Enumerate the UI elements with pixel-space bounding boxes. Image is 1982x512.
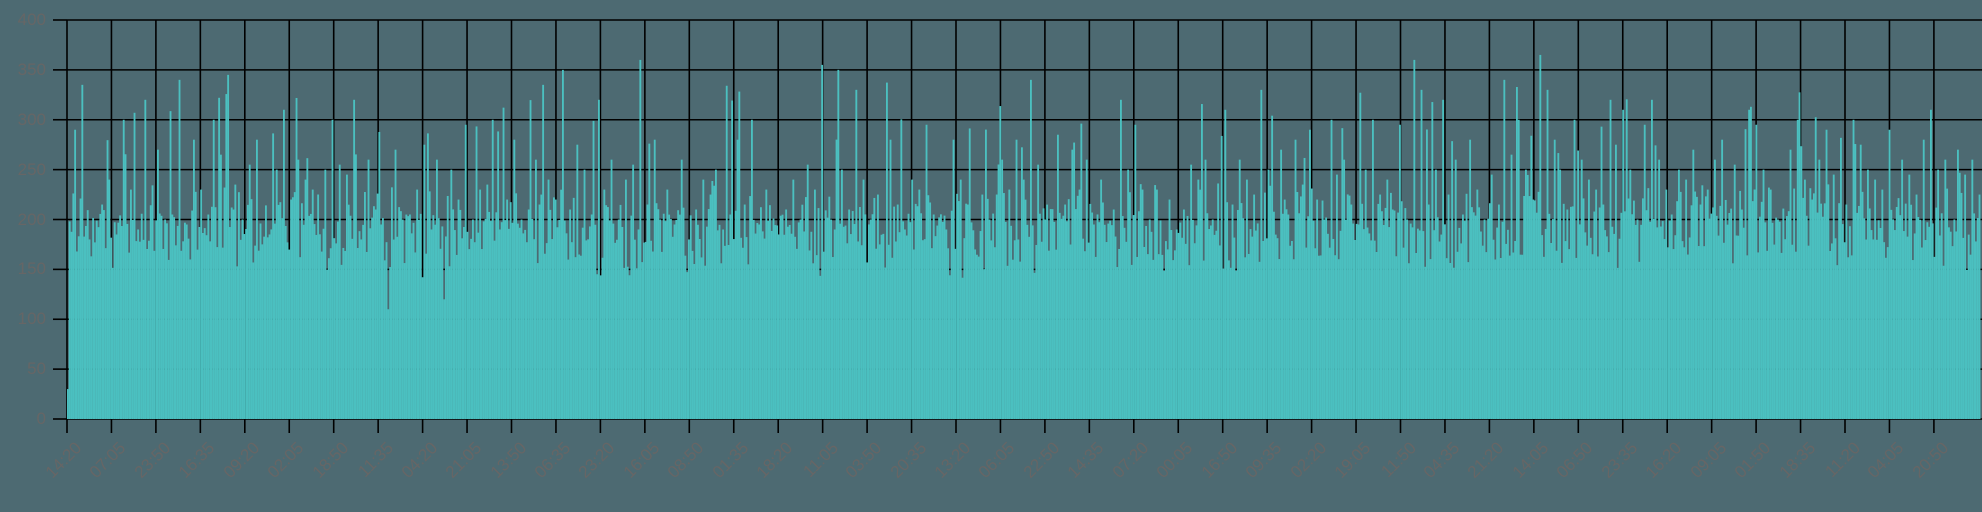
- y-tick-label: 250: [17, 159, 46, 179]
- y-axis-labels: 0 50 100 150 200 250 300 350 400: [0, 0, 46, 512]
- y-tick-label: 400: [17, 10, 46, 29]
- axes: [53, 19, 1935, 433]
- y-tick-label: 100: [17, 309, 46, 329]
- y-tick-label: 350: [17, 59, 46, 79]
- bar-series: [67, 54, 1981, 420]
- y-tick-label: 150: [17, 259, 46, 279]
- y-tick-label: 200: [17, 209, 46, 229]
- y-tick-label: 300: [17, 109, 46, 129]
- y-tick-label: 0: [36, 409, 46, 428]
- y-tick-label: 50: [27, 359, 46, 379]
